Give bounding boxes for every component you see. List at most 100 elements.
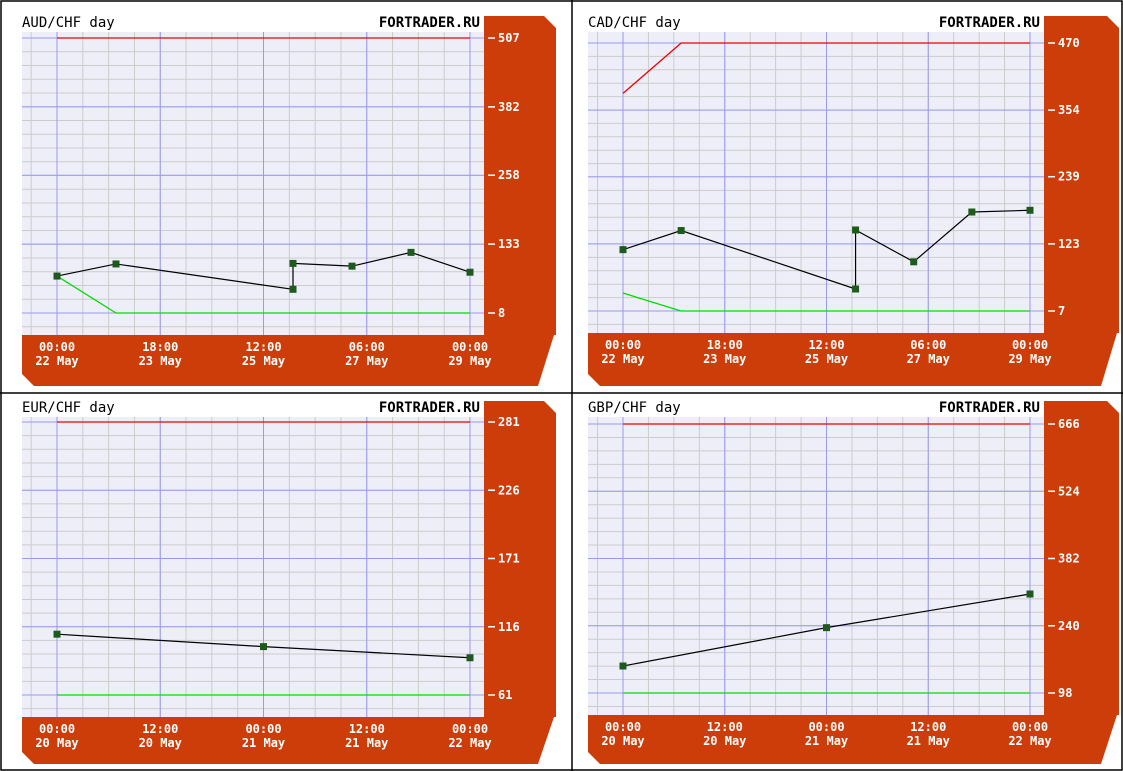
x-tick-date: 20 May [139,736,182,750]
chart-title: CAD/CHF day [588,15,681,31]
x-tick-time: 00:00 [1012,338,1048,352]
data-point [677,227,685,235]
upper-line [622,42,1030,94]
x-tick-date: 23 May [139,354,182,368]
y-tick-label: 239 [1058,170,1080,184]
y-tick-label: 470 [1058,36,1080,50]
plot-area [22,417,484,717]
x-tick-time: 00:00 [605,720,641,734]
data-point [407,248,415,256]
data-point [1026,206,1034,214]
data-point [852,226,860,234]
x-tick-date: 25 May [242,354,285,368]
data-point [289,285,297,293]
y-tick-label: 133 [498,237,520,251]
y-tick-label: 666 [1058,417,1080,431]
y-tick-label: 116 [498,620,520,634]
x-tick-date: 22 May [448,736,491,750]
header-strip [588,399,1044,417]
data-point [53,630,61,638]
chart-panel-1: AUD/CHF day FORTRADER.RU 507 382 258 133 8 00:0… [22,14,556,386]
x-tick-time: 12:00 [707,720,743,734]
watermark-label: FORTRADER.RU [379,400,480,416]
data-point [1026,590,1034,598]
data-point [823,624,830,632]
lower-line [622,292,1030,312]
y-tick-label: 258 [498,168,520,182]
x-tick-time: 06:00 [349,340,385,354]
y-tick-label: 61 [498,688,512,702]
y-tick-label: 7 [1058,304,1065,318]
chart-title: AUD/CHF day [22,15,115,31]
lower-line [56,275,470,314]
x-tick-time: 00:00 [39,722,75,736]
x-tick-date: 21 May [805,734,848,748]
chart-panel-4: GBP/CHF day FORTRADER.RU 666 524 382 240 98 00:… [588,399,1119,764]
y-tick-label: 507 [498,31,520,45]
x-tick-date: 27 May [907,352,950,366]
data-point [619,662,627,670]
y-tick-label: 98 [1058,686,1072,700]
x-tick-time: 18:00 [142,340,178,354]
x-tick-date: 22 May [601,352,644,366]
y-tick-label: 354 [1058,103,1080,117]
x-tick-date: 23 May [703,352,746,366]
axis-frame [588,16,1119,386]
chart-panel-3: EUR/CHF day FORTRADER.RU 281 226 171 116 61 00:… [22,399,556,764]
y-tick-label: 226 [498,483,520,497]
x-tick-time: 18:00 [707,338,743,352]
y-tick-label: 382 [1058,552,1080,566]
x-tick-date: 21 May [907,734,950,748]
x-tick-date: 21 May [345,736,388,750]
header-strip [588,14,1044,32]
watermark-label: FORTRADER.RU [939,15,1040,31]
x-tick-time: 12:00 [245,340,281,354]
x-tick-time: 00:00 [605,338,641,352]
x-tick-date: 29 May [1008,352,1051,366]
x-tick-date: 25 May [805,352,848,366]
header-strip [22,399,484,417]
y-tick-label: 281 [498,415,520,429]
plot-area [588,417,1044,715]
x-tick-time: 00:00 [808,720,844,734]
axis-frame [22,16,556,386]
x-tick-time: 00:00 [39,340,75,354]
data-point [112,260,120,268]
plot-area [588,32,1044,333]
plot-area [22,32,484,335]
x-tick-date: 20 May [703,734,746,748]
x-tick-date: 22 May [35,354,78,368]
data-point [466,268,474,276]
data-point [260,643,267,651]
x-tick-time: 12:00 [349,722,385,736]
axis-frame [22,401,556,764]
data-point [348,262,356,270]
x-tick-date: 20 May [601,734,644,748]
x-tick-date: 22 May [1008,734,1051,748]
watermark-label: FORTRADER.RU [939,400,1040,416]
x-tick-time: 00:00 [245,722,281,736]
data-point [619,246,627,254]
data-point [910,258,918,266]
y-tick-label: 171 [498,552,520,566]
data-point [968,208,976,216]
watermark-label: FORTRADER.RU [379,15,480,31]
data-point [53,272,61,280]
header-strip [22,14,484,32]
x-tick-date: 29 May [448,354,491,368]
chart-title: GBP/CHF day [588,400,681,416]
x-tick-time: 12:00 [910,720,946,734]
chart-panel-2: CAD/CHF day FORTRADER.RU 470 354 239 123 7 00:0… [588,14,1119,386]
y-tick-label: 123 [1058,237,1080,251]
x-tick-time: 00:00 [452,722,488,736]
x-tick-time: 00:00 [452,340,488,354]
y-tick-label: 382 [498,100,520,114]
y-tick-label: 524 [1058,484,1080,498]
data-point [466,654,474,662]
y-tick-label: 240 [1058,619,1080,633]
x-tick-time: 00:00 [1012,720,1048,734]
y-tick-label: 8 [498,306,505,320]
x-tick-time: 12:00 [808,338,844,352]
